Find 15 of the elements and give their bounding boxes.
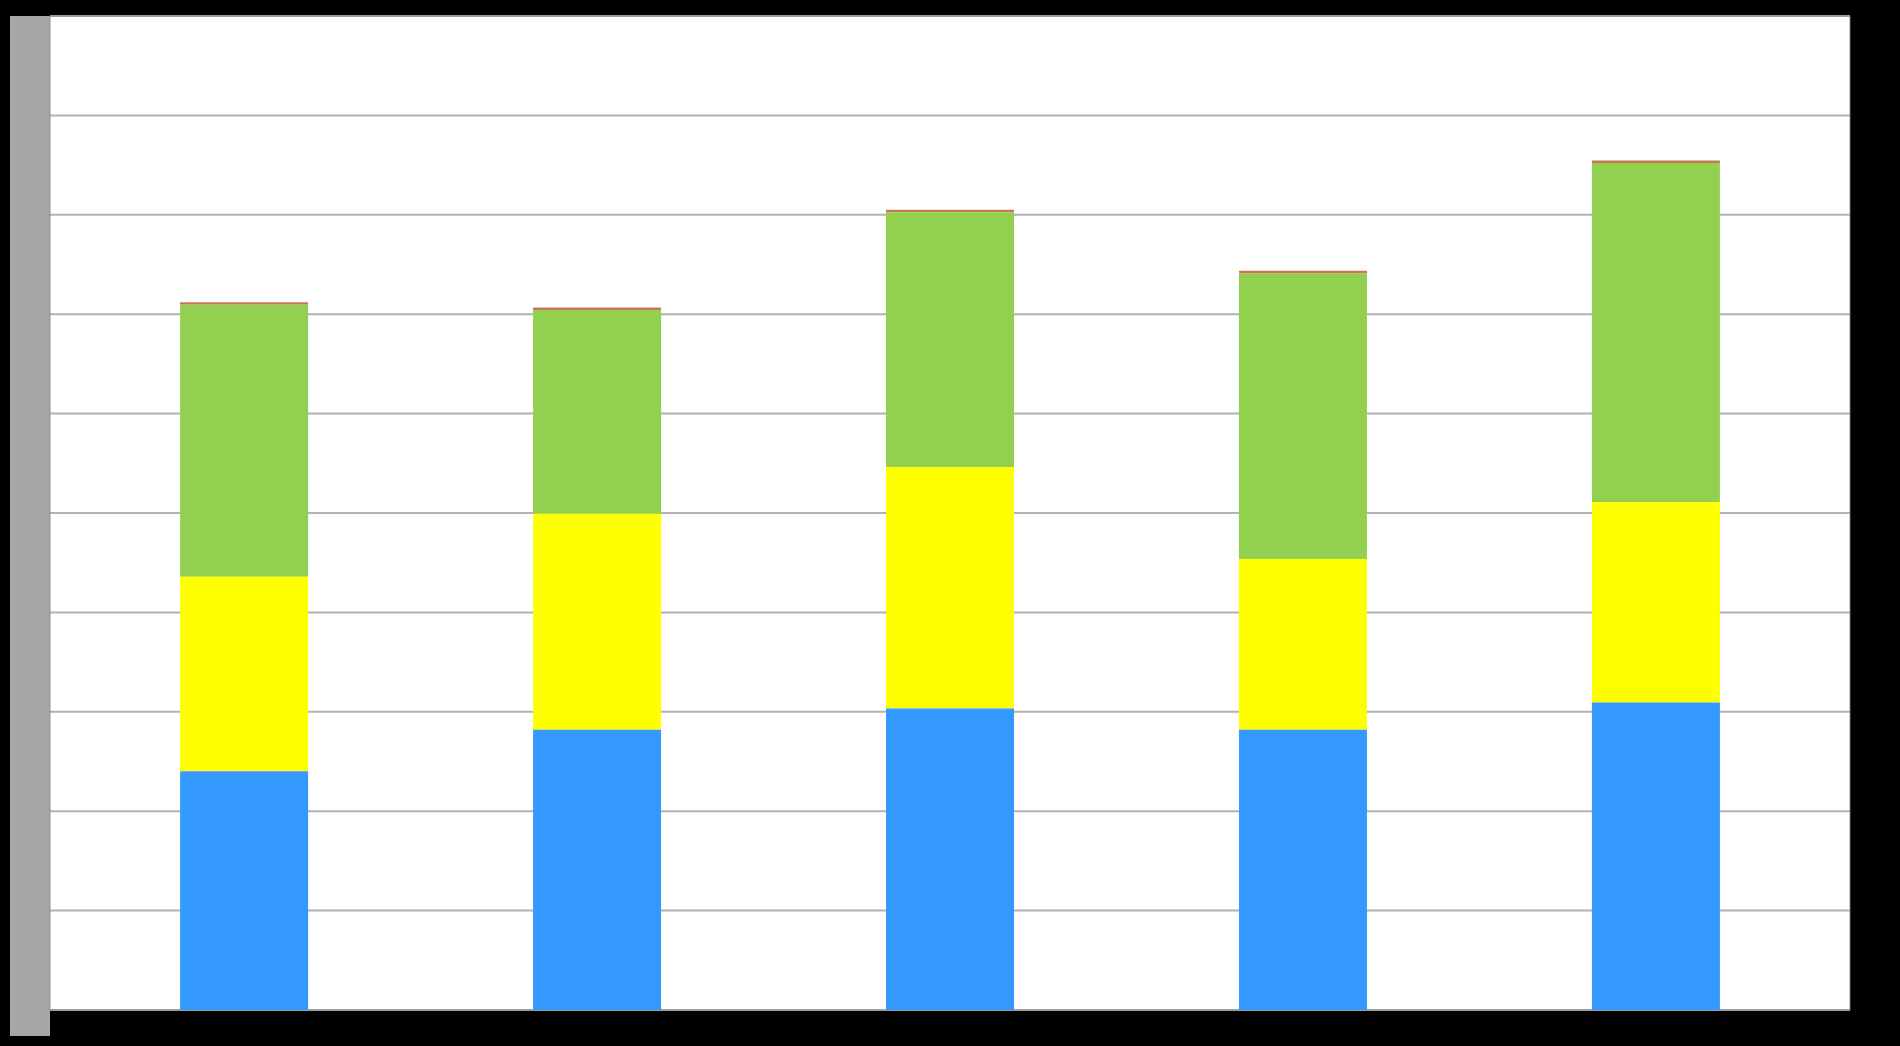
- bar: [886, 212, 1015, 468]
- bar: [1591, 501, 1720, 703]
- bar: [886, 467, 1015, 709]
- bar: [1591, 162, 1720, 502]
- bar: [180, 304, 309, 577]
- bar: [533, 729, 662, 1010]
- bar: [180, 771, 309, 1010]
- bar: [1238, 273, 1367, 559]
- bar: [886, 708, 1015, 1010]
- bar: [1591, 702, 1720, 1010]
- bar: [533, 513, 662, 730]
- bar: [1238, 558, 1367, 730]
- bar: [180, 576, 309, 772]
- bar: [533, 309, 662, 514]
- bar: [1238, 729, 1367, 1010]
